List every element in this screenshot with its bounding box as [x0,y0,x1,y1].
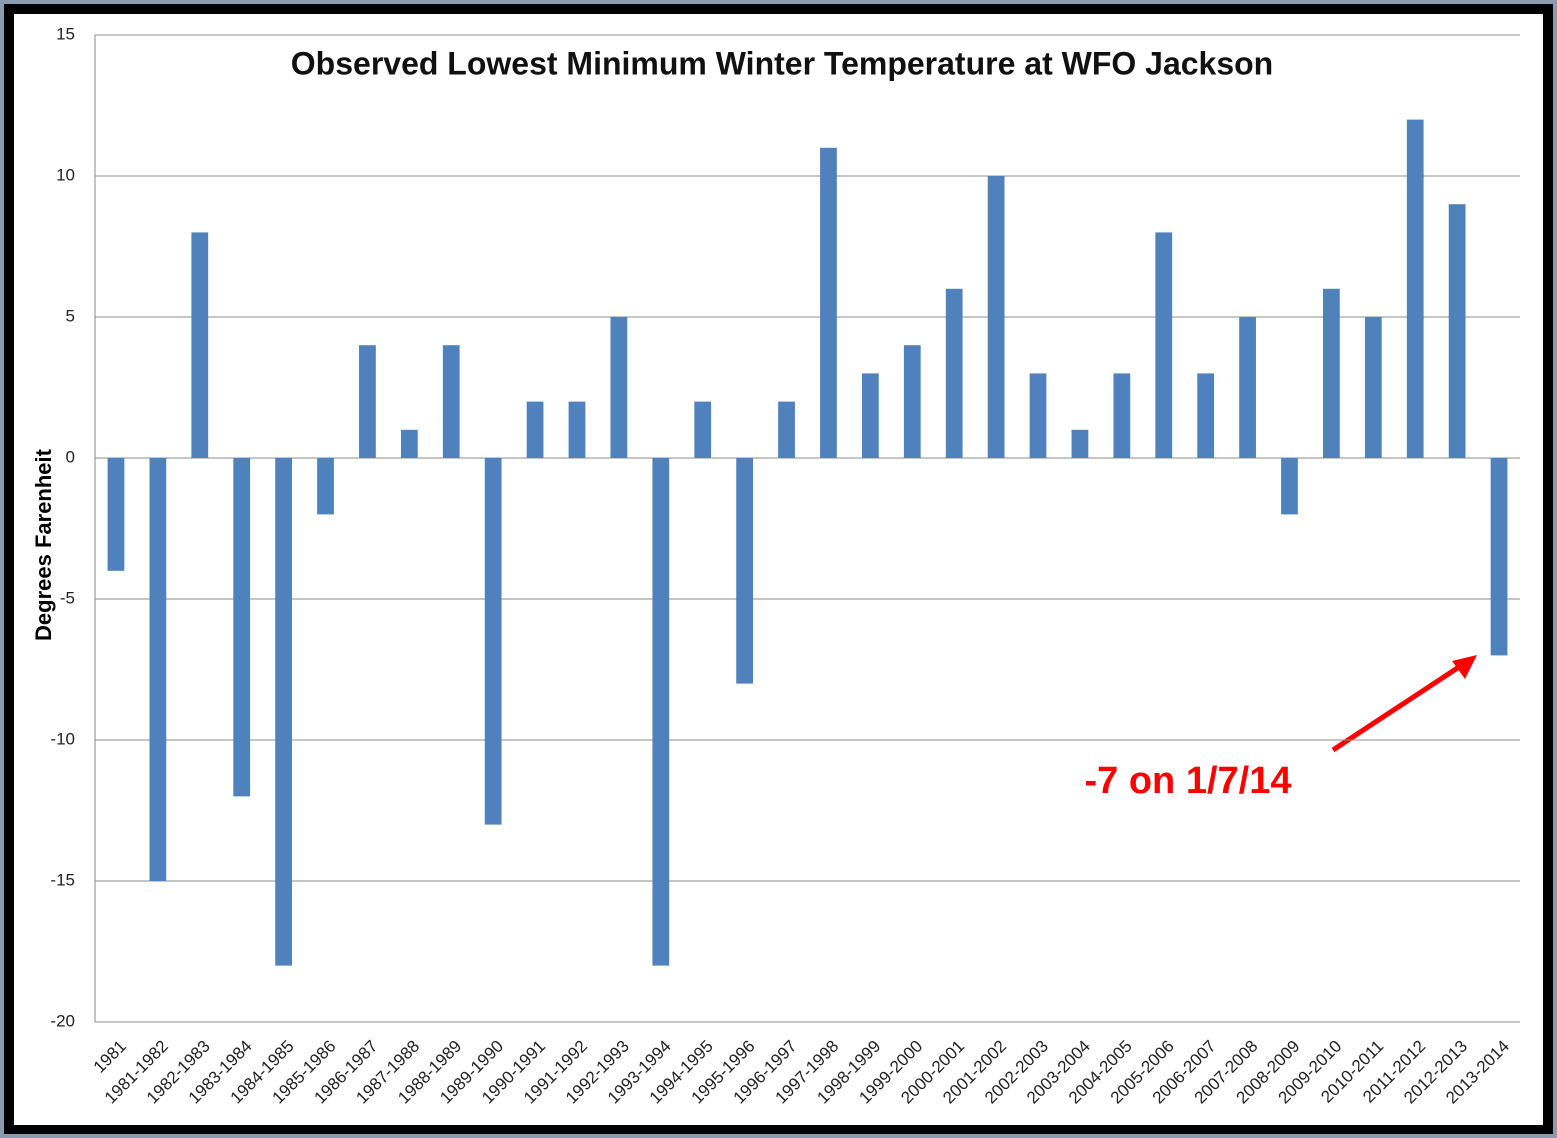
y-tick-label: 0 [66,447,75,466]
bar [400,429,418,458]
bar [442,345,460,458]
bar [1197,373,1215,458]
bar [1323,288,1340,458]
y-tick-label: 10 [56,165,75,184]
bar [1113,373,1131,458]
bar [484,458,502,825]
bar [359,345,376,458]
y-tick-label: -15 [50,870,75,889]
y-tick-label: 5 [66,306,75,325]
bar [1406,119,1424,458]
bar [1071,429,1089,458]
y-tick-label: -10 [50,729,75,748]
bar [987,176,1005,458]
bar [1448,204,1466,458]
bar [945,288,963,458]
bar [526,401,544,458]
chart-title: Observed Lowest Minimum Winter Temperatu… [291,45,1273,81]
bar [778,401,795,458]
bar [1490,458,1508,656]
bar [820,147,837,459]
bar [652,458,670,966]
bar [736,458,754,684]
y-tick-label: -20 [50,1011,75,1030]
bar [191,232,209,458]
bar [568,401,586,458]
y-tick-label: 15 [56,24,75,43]
bar [1029,373,1047,458]
bar [317,458,334,515]
bar [1281,458,1298,515]
bar [903,345,921,458]
bar [107,458,125,571]
bar [1364,317,1382,458]
bar [149,458,167,881]
annotation-arrowhead [1452,655,1477,679]
bar [233,458,251,797]
bar [861,373,879,458]
bar [610,317,628,458]
annotation: -7 on 1/7/14 [1085,760,1292,802]
bar [1155,232,1173,458]
y-axis-label: Degrees Farenheit [31,448,56,641]
bar [694,401,712,458]
chart-background [14,14,1543,1125]
y-tick-label: -5 [60,588,75,607]
annotation-arrow [1331,662,1464,753]
bar [275,458,292,966]
bar [1239,317,1256,458]
